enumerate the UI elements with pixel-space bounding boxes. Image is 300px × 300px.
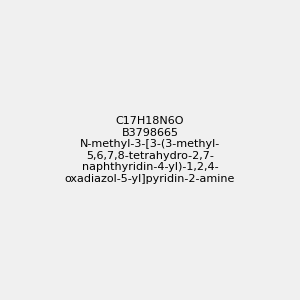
Text: C17H18N6O
B3798665
N-methyl-3-[3-(3-methyl-
5,6,7,8-tetrahydro-2,7-
naphthyridin: C17H18N6O B3798665 N-methyl-3-[3-(3-meth… — [65, 116, 235, 184]
